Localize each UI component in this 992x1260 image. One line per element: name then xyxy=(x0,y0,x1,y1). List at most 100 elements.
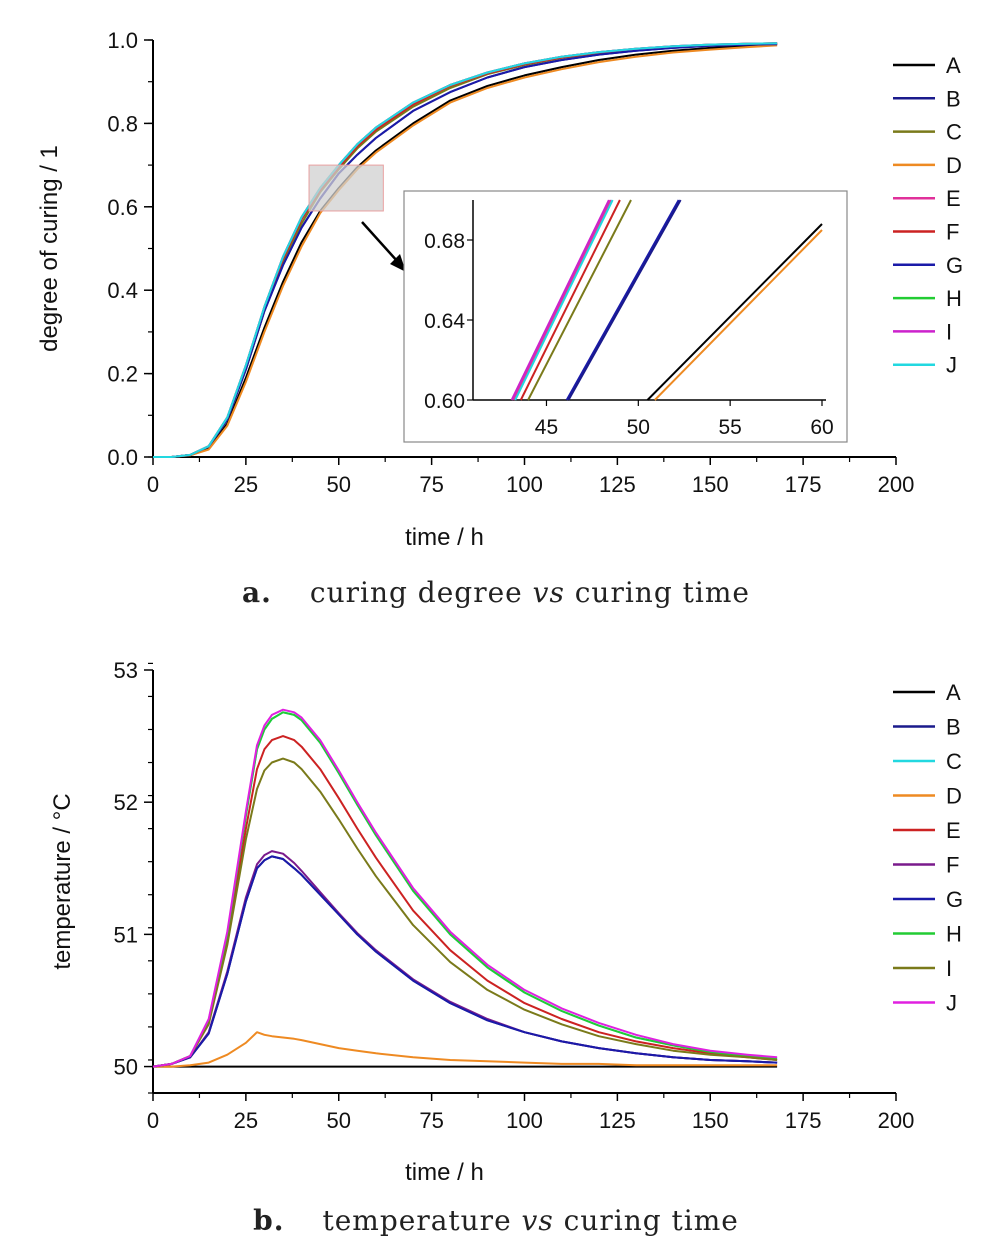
legend-label-i: I xyxy=(946,956,952,981)
y-tick-label: 0.8 xyxy=(107,111,138,136)
legend-label-h: H xyxy=(946,286,962,311)
legend-label-j: J xyxy=(946,991,957,1016)
legend-label-f: F xyxy=(946,853,959,878)
legend-label-b: B xyxy=(946,715,961,740)
series-line-h xyxy=(152,711,778,1068)
inset-series-line-c xyxy=(527,199,632,401)
x-tick-label: 100 xyxy=(506,472,543,497)
series-line-j xyxy=(153,42,778,458)
y-tick-label: 0.4 xyxy=(107,278,138,303)
legend-label-a: A xyxy=(946,53,961,78)
x-tick-label: 75 xyxy=(419,1108,443,1133)
inset-y-tick-label: 0.64 xyxy=(424,310,465,333)
caption-label: a. xyxy=(242,576,272,609)
legend-label-c: C xyxy=(946,749,962,774)
series-line-i xyxy=(152,757,778,1068)
inset-series-line-a xyxy=(646,223,823,401)
x-tick-label: 150 xyxy=(692,472,729,497)
x-tick-label: 175 xyxy=(785,472,822,497)
x-tick-label: 75 xyxy=(419,472,443,497)
y-tick-label: 52 xyxy=(114,790,138,815)
legend-label-d: D xyxy=(946,153,962,178)
legend-label-i: I xyxy=(946,319,952,344)
x-tick-label: 0 xyxy=(147,1108,159,1133)
x-tick-label: 125 xyxy=(599,1108,636,1133)
inset-series-line-f xyxy=(519,199,621,401)
inset-series-line-d xyxy=(654,229,823,401)
y-axis-title: temperature / °C xyxy=(49,793,76,969)
inset-series-line-j xyxy=(514,199,614,401)
x-tick-label: 25 xyxy=(234,1108,258,1133)
caption-pre: temperature xyxy=(322,1204,521,1237)
legend-label-e: E xyxy=(946,818,961,843)
inset-series-line-e xyxy=(512,199,612,401)
chart-panel-b: 0 25 50 75 100 125 150 175 200 50 51 52 53 time / h te… xyxy=(49,658,963,1237)
legend-label-j: J xyxy=(946,353,957,378)
inset-x-tick-label: 55 xyxy=(718,416,741,439)
inset-x-tick-label: 50 xyxy=(627,416,650,439)
x-tick-label: 200 xyxy=(878,472,915,497)
y-tick-label: 0.2 xyxy=(107,362,138,387)
legend-label-a: A xyxy=(946,680,961,705)
y-tick-label: 53 xyxy=(114,658,138,683)
zoom-arrow-head xyxy=(390,254,406,272)
x-tick-label: 0 xyxy=(147,472,159,497)
inset-x-tick-label: 45 xyxy=(535,416,558,439)
caption: b. temperature vs curing time xyxy=(253,1204,739,1237)
x-tick-label: 175 xyxy=(785,1108,822,1133)
legend-label-b: B xyxy=(946,86,961,111)
x-axis-title: time / h xyxy=(405,524,484,551)
inset-y-tick-label: 0.68 xyxy=(424,230,465,253)
series-group xyxy=(153,42,778,458)
inset-frame xyxy=(403,190,848,443)
series-line-j xyxy=(152,708,778,1068)
caption-pre: curing degree xyxy=(310,576,533,609)
caption-italic: vs xyxy=(533,576,565,609)
y-tick-label: 1.0 xyxy=(107,28,138,53)
inset-series-group xyxy=(510,199,823,401)
series-line-a xyxy=(153,43,778,458)
series-line-d xyxy=(153,44,778,458)
legend-label-g: G xyxy=(946,253,963,278)
caption-italic: vs xyxy=(522,1204,554,1237)
y-tick-label: 50 xyxy=(114,1055,138,1080)
series-line-g xyxy=(152,855,778,1068)
legend-label-f: F xyxy=(946,220,959,245)
x-tick-label: 125 xyxy=(599,472,636,497)
legend-label-e: E xyxy=(946,186,961,211)
inset-series-line-i xyxy=(510,199,610,401)
y-tick-label: 0.0 xyxy=(107,445,138,470)
zoom-highlight-box xyxy=(308,164,384,212)
inset-series-line-g xyxy=(565,199,680,401)
x-tick-label: 50 xyxy=(327,1108,351,1133)
x-axis-title: time / h xyxy=(405,1159,484,1186)
caption-label: b. xyxy=(253,1204,284,1237)
inset-y-tick-label: 0.60 xyxy=(424,390,465,413)
caption-post: curing time xyxy=(565,576,750,609)
caption-post: curing time xyxy=(554,1204,739,1237)
inset-series-line-b xyxy=(567,199,682,401)
series-group xyxy=(152,708,778,1068)
x-tick-label: 25 xyxy=(234,472,258,497)
y-axis-title: degree of curing / 1 xyxy=(36,145,63,352)
inset-x-tick-label: 60 xyxy=(810,416,833,439)
x-tick-label: 200 xyxy=(878,1108,915,1133)
y-tick-label: 0.6 xyxy=(107,195,138,220)
series-line-f xyxy=(152,850,778,1068)
legend-label-h: H xyxy=(946,922,962,947)
x-tick-label: 150 xyxy=(692,1108,729,1133)
inset-chart: 45 50 55 60 0.60 0.64 0.68 xyxy=(403,190,848,443)
x-tick-label: 50 xyxy=(327,472,351,497)
legend-label-c: C xyxy=(946,120,962,145)
zoom-arrow-line xyxy=(361,221,399,263)
series-line-d xyxy=(153,1031,778,1068)
legend-label-g: G xyxy=(946,887,963,912)
legend-label-d: D xyxy=(946,784,962,809)
y-tick-label: 51 xyxy=(114,922,138,947)
caption: a. curing degree vs curing time xyxy=(242,576,750,609)
series-line-e xyxy=(152,735,778,1068)
series-line-c xyxy=(152,711,778,1068)
